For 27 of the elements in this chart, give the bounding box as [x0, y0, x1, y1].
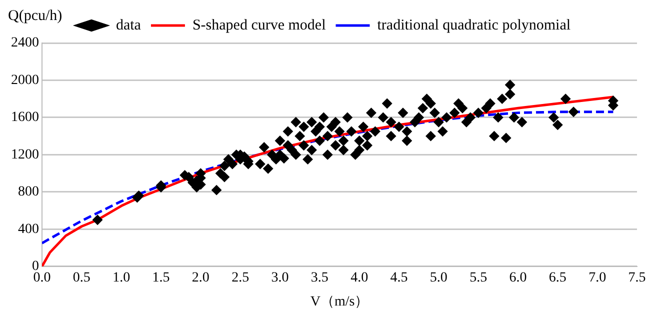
x-tick-label: 0.5 [72, 270, 90, 286]
x-tick-label: 2.0 [192, 270, 210, 286]
legend-label: traditional quadratic polynomial [377, 17, 571, 34]
x-tick-label: 7.0 [588, 270, 606, 286]
x-tick-label: 4.5 [390, 270, 408, 286]
x-tick-label: 6.5 [548, 270, 566, 286]
y-tick-label: 2000 [11, 72, 39, 88]
y-tick-label: 2400 [11, 36, 39, 51]
x-tick-label: 1.5 [152, 270, 170, 286]
y-tick-label: 400 [18, 222, 39, 237]
x-axis-title: V（m/s） [310, 294, 369, 310]
x-tick-label: 1.0 [112, 270, 130, 286]
legend-label: S-shaped curve model [192, 17, 326, 34]
x-tick-label: 5.5 [470, 270, 488, 286]
legend-label: data [116, 17, 142, 34]
x-tick-label: 5.0 [430, 270, 448, 286]
y-tick-label: 1200 [11, 147, 39, 162]
x-tick-label: 3.5 [310, 270, 328, 286]
y-tick-label: 1600 [11, 110, 39, 126]
y-tick-label: 800 [18, 184, 39, 200]
y-axis-title: Q(pcu/h) [8, 8, 62, 25]
x-tick-label: 3.0 [271, 270, 289, 286]
x-tick-label: 2.5 [232, 270, 250, 286]
x-tick-label: 4.0 [350, 270, 368, 286]
x-tick-label: 6.0 [509, 270, 527, 286]
x-tick-label: 0.0 [33, 270, 51, 286]
x-tick-label: 7.5 [628, 270, 646, 286]
